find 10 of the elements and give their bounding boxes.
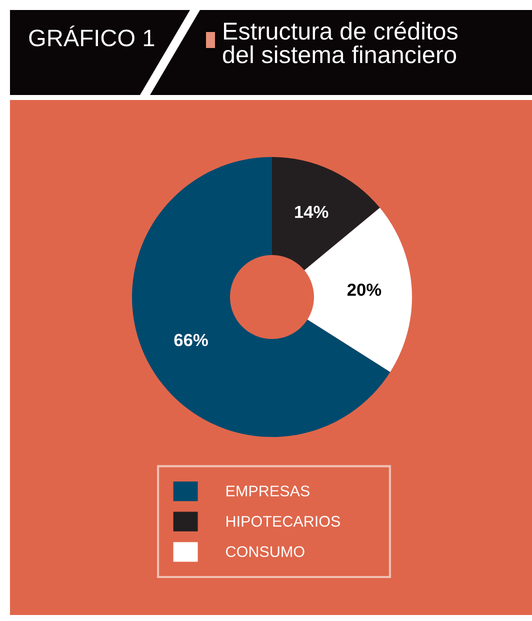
legend-label: EMPRESAS (226, 486, 310, 496)
legend-label: HIPOTECARIOS (226, 516, 340, 527)
data-label: 14% (295, 206, 328, 218)
legend-label: CONSUMO (226, 546, 304, 558)
data-label: 66% (174, 334, 208, 346)
text: GRÁFICO 1 (29, 26, 154, 46)
donut-slice (132, 157, 390, 437)
chart-title: Estructura de créditos del sistema financiero (223, 22, 458, 64)
data-label: 20% (347, 284, 382, 296)
donut-slice (272, 157, 380, 270)
